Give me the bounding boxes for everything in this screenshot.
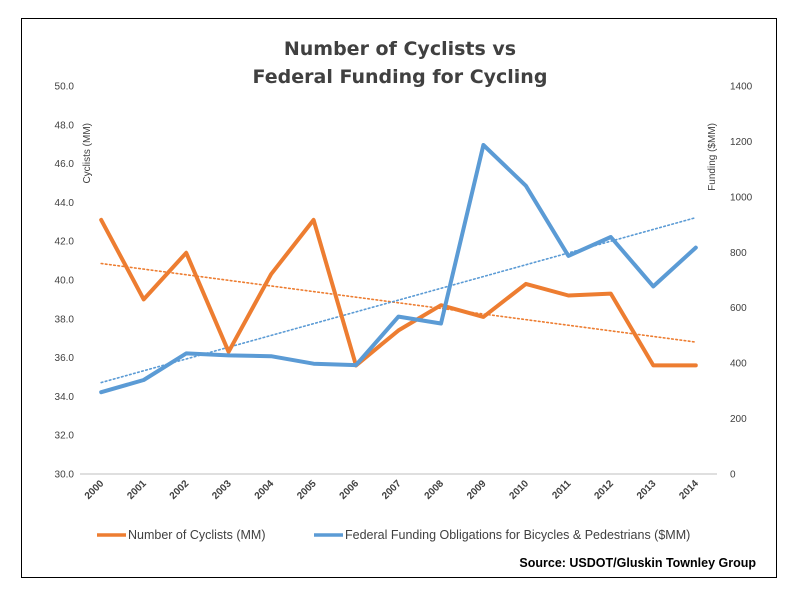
x-tick-label: 2006	[338, 478, 362, 502]
left-axis-label: Cyclists (MM)	[82, 123, 93, 184]
right-tick-label: 0	[730, 470, 736, 481]
right-tick-label: 400	[730, 359, 747, 370]
x-tick-label: 2009	[465, 478, 489, 502]
chart-canvas: Number of Cyclists vs Federal Funding fo…	[55, 38, 757, 570]
left-tick-label: 34.0	[55, 392, 75, 403]
x-tick-label: 2001	[125, 478, 149, 502]
left-tick-label: 38.0	[55, 314, 75, 325]
left-tick-label: 46.0	[55, 159, 75, 170]
x-tick-label: 2003	[210, 478, 234, 502]
left-tick-label: 42.0	[55, 237, 75, 248]
chart-title-line-1: Number of Cyclists vs	[284, 38, 516, 60]
left-tick-label: 50.0	[55, 82, 75, 93]
left-tick-label: 40.0	[55, 276, 75, 287]
series-line-funding	[99, 143, 698, 395]
x-tick-label: 2010	[508, 478, 532, 502]
trendline-funding	[100, 216, 697, 384]
x-tick-label: 2005	[295, 478, 319, 502]
left-tick-label: 36.0	[55, 353, 75, 364]
series-line-cyclists	[99, 217, 698, 368]
series-lines	[99, 143, 698, 395]
left-tick-label: 44.0	[55, 198, 75, 209]
x-tick-label: 2013	[635, 478, 659, 502]
chart-title-line-2: Federal Funding for Cycling	[253, 66, 548, 88]
right-tick-label: 600	[730, 303, 747, 314]
right-tick-label: 1400	[730, 82, 753, 93]
left-tick-label: 48.0	[55, 120, 75, 131]
left-tick-label: 30.0	[55, 470, 75, 481]
right-tick-label: 200	[730, 414, 747, 425]
x-tick-label: 2012	[592, 478, 616, 502]
left-tick-label: 32.0	[55, 431, 75, 442]
right-axis-ticks: 0 200 400 600 800 1000 1200 1400	[730, 82, 753, 481]
x-tick-label: 2007	[380, 478, 404, 502]
trendline-cyclists	[100, 262, 697, 343]
x-tick-label: 2000	[83, 478, 107, 502]
right-tick-label: 1000	[730, 192, 753, 203]
trendlines	[100, 216, 697, 384]
right-tick-label: 1200	[730, 137, 753, 148]
legend: Number of Cyclists (MM) Federal Funding …	[97, 528, 690, 542]
chart-source: Source: USDOT/Gluskin Townley Group	[519, 556, 756, 570]
right-axis-label: Funding ($MM)	[707, 123, 718, 191]
x-axis-ticks: 2000 2001 2002 2003 2004 2005 2006 2007 2008 2009…	[83, 478, 701, 502]
x-tick-label: 2014	[677, 478, 701, 502]
x-tick-label: 2008	[423, 478, 447, 502]
x-tick-label: 2004	[253, 478, 277, 502]
x-tick-label: 2011	[550, 478, 573, 501]
x-tick-label: 2002	[168, 478, 192, 502]
legend-label-cyclists: Number of Cyclists (MM)	[128, 528, 266, 542]
chart-frame: Number of Cyclists vs Federal Funding fo…	[21, 18, 777, 578]
right-tick-label: 800	[730, 248, 747, 259]
legend-label-funding: Federal Funding Obligations for Bicycles…	[345, 528, 690, 542]
left-axis-ticks: 30.0 32.0 34.0 36.0 38.0 40.0 42.0 44.0 46.0 48.0…	[55, 82, 75, 481]
